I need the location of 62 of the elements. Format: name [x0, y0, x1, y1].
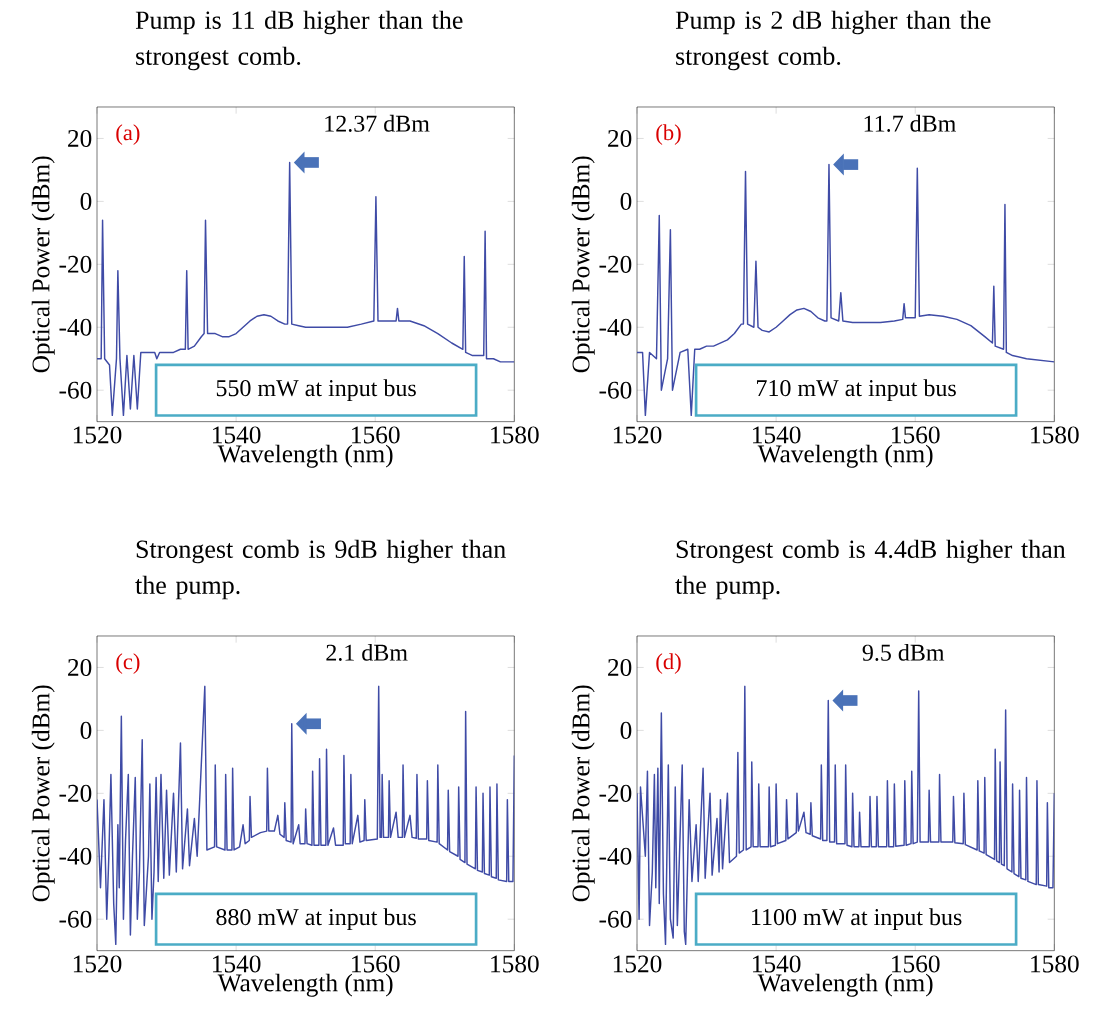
x-tick-label: 1560: [892, 426, 940, 444]
y-tick-label: -20: [599, 255, 632, 273]
annotation: 11.7 dBm: [864, 114, 956, 132]
y-tick-label: -60: [59, 910, 92, 928]
annotation: 550 mW at input bus: [216, 379, 416, 402]
y-tick-label: -20: [59, 255, 92, 273]
y-tick-label: 20: [68, 658, 92, 677]
annotation: 880 mW at input bus: [216, 908, 416, 931]
y-tick-label: 20: [608, 129, 632, 148]
x-tick-label: 1540: [212, 426, 261, 444]
y-tick-label: 0: [80, 192, 92, 210]
x-axis-title: Wavelength (nm): [217, 444, 393, 468]
chart-title: Pump is 2 dB higher than the strongest comb.: [675, 10, 991, 71]
chart-title: Pump is 11 dB higher than the strongest comb.: [135, 10, 463, 71]
y-axis-title: Optical Power (dBm): [571, 156, 595, 373]
annotation: 9.5 dBm: [862, 643, 945, 661]
annotation: (b): [656, 124, 681, 145]
x-tick-label: 1540: [752, 955, 801, 973]
annotation: 2.1 dBm: [326, 643, 408, 661]
chart-title: Strongest comb is 4.4dB higher than the pump.: [675, 539, 1066, 600]
annotation: (c): [116, 653, 140, 674]
annotation: 710 mW at input bus: [757, 379, 956, 402]
y-tick-label: 0: [620, 192, 632, 210]
annotation: (d): [656, 653, 681, 674]
x-tick-label: 1580: [1031, 426, 1079, 444]
y-tick-label: -60: [599, 381, 632, 399]
y-tick-label: -40: [59, 318, 92, 336]
x-tick-label: 1580: [491, 955, 539, 973]
y-tick-label: 20: [608, 658, 632, 677]
x-tick-label: 1580: [491, 426, 539, 444]
y-tick-label: 0: [80, 721, 92, 739]
line-series: [637, 685, 1055, 946]
y-tick-label: 0: [620, 721, 632, 739]
chart-title: Strongest comb is 9dB higher than the pump.: [135, 539, 506, 600]
x-tick-label: 1560: [892, 955, 940, 973]
x-tick-label: 1580: [1031, 955, 1079, 973]
y-axis-title: Optical Power (dBm): [31, 156, 55, 373]
x-tick-label: 1520: [73, 955, 122, 973]
y-tick-label: -40: [599, 847, 632, 865]
y-tick-label: -40: [599, 318, 632, 336]
x-axis-title: Wavelength (nm): [217, 973, 393, 997]
y-axis-title: Optical Power (dBm): [31, 685, 55, 902]
y-tick-label: 20: [68, 129, 92, 148]
y-tick-label: -60: [599, 910, 632, 928]
annotation: 1100 mW at input bus: [752, 908, 962, 931]
x-tick-label: 1520: [73, 426, 122, 444]
x-tick-label: 1520: [613, 426, 662, 444]
y-tick-label: -60: [59, 381, 92, 399]
annotation: 12.37 dBm: [325, 114, 430, 132]
y-axis-title: Optical Power (dBm): [571, 685, 595, 902]
line-series: [97, 685, 515, 946]
x-axis-title: Wavelength (nm): [757, 973, 933, 997]
x-tick-label: 1540: [752, 426, 801, 444]
x-tick-label: 1540: [212, 955, 261, 973]
y-tick-label: -20: [599, 784, 632, 802]
y-tick-label: -40: [59, 847, 92, 865]
annotation: (a): [116, 124, 140, 145]
x-axis-title: Wavelength (nm): [757, 444, 933, 468]
x-tick-label: 1560: [352, 955, 400, 973]
y-tick-label: -20: [59, 784, 92, 802]
x-tick-label: 1560: [352, 426, 400, 444]
x-tick-label: 1520: [613, 955, 662, 973]
